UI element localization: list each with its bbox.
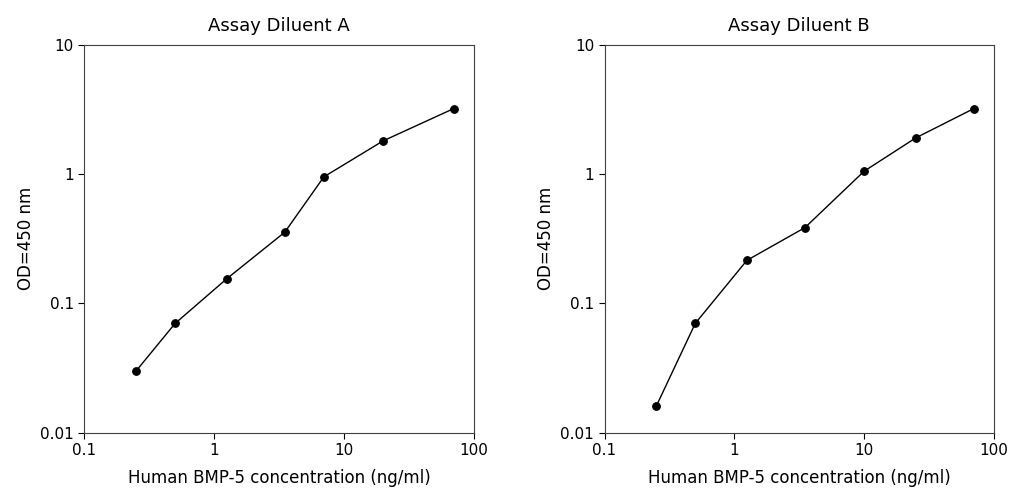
Y-axis label: OD=450 nm: OD=450 nm (537, 187, 555, 290)
Y-axis label: OD=450 nm: OD=450 nm (16, 187, 35, 290)
Title: Assay Diluent B: Assay Diluent B (729, 17, 870, 35)
X-axis label: Human BMP-5 concentration (ng/ml): Human BMP-5 concentration (ng/ml) (128, 469, 430, 487)
X-axis label: Human BMP-5 concentration (ng/ml): Human BMP-5 concentration (ng/ml) (648, 469, 950, 487)
Title: Assay Diluent A: Assay Diluent A (208, 17, 350, 35)
